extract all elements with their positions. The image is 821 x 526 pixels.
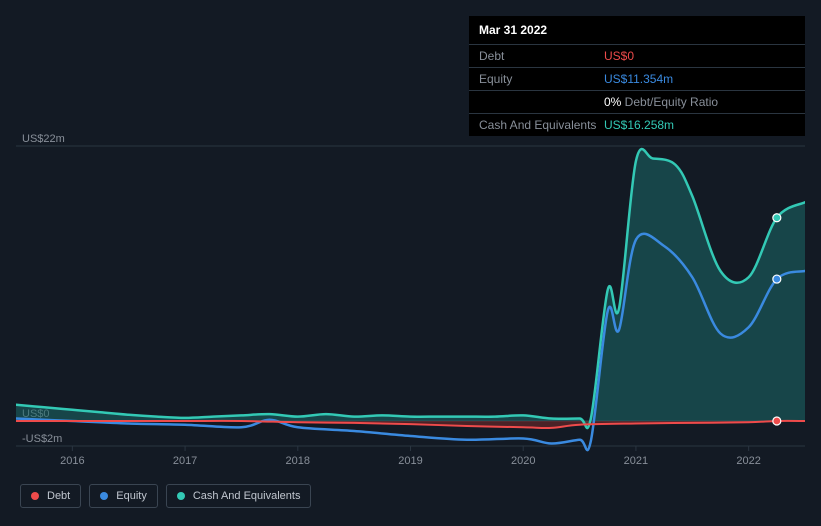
marker-dot [773, 275, 781, 283]
tooltip-row-label: Cash And Equivalents [479, 118, 604, 132]
legend-item[interactable]: Debt [20, 484, 81, 508]
tooltip-row-label: Equity [479, 72, 604, 86]
tooltip-row: EquityUS$11.354m [469, 67, 805, 90]
tooltip-row-label [479, 95, 604, 109]
legend-label: Cash And Equivalents [193, 490, 301, 502]
tooltip-row-label: Debt [479, 49, 604, 63]
tooltip-row: Cash And EquivalentsUS$16.258m [469, 113, 805, 136]
tooltip-row-value: US$11.354m [604, 72, 673, 86]
x-tick-label: 2020 [511, 455, 535, 467]
legend-swatch [177, 492, 185, 500]
y-tick-label: US$22m [22, 133, 65, 145]
legend-item[interactable]: Cash And Equivalents [166, 484, 312, 508]
chart-tooltip: Mar 31 2022 DebtUS$0EquityUS$11.354m0% D… [469, 16, 805, 136]
tooltip-row: DebtUS$0 [469, 44, 805, 67]
marker-dot [773, 417, 781, 425]
x-tick-label: 2021 [624, 455, 648, 467]
x-tick-label: 2017 [173, 455, 197, 467]
marker-dot [773, 214, 781, 222]
legend-swatch [31, 492, 39, 500]
chart-legend: Debt Equity Cash And Equivalents [20, 484, 311, 508]
debt-equity-chart[interactable]: US$22mUS$0-US$2m201620172018201920202021… [16, 120, 805, 470]
legend-label: Equity [116, 490, 147, 502]
tooltip-row: 0% Debt/Equity Ratio [469, 90, 805, 113]
legend-label: Debt [47, 490, 70, 502]
tooltip-row-value: 0% Debt/Equity Ratio [604, 95, 718, 109]
tooltip-row-value: US$16.258m [604, 118, 674, 132]
x-tick-label: 2019 [398, 455, 422, 467]
series-area [16, 149, 805, 428]
tooltip-row-value: US$0 [604, 49, 634, 63]
x-tick-label: 2022 [736, 455, 760, 467]
x-tick-label: 2018 [286, 455, 310, 467]
legend-swatch [100, 492, 108, 500]
y-tick-label: -US$2m [22, 433, 62, 445]
tooltip-date: Mar 31 2022 [469, 16, 805, 44]
x-tick-label: 2016 [60, 455, 84, 467]
legend-item[interactable]: Equity [89, 484, 158, 508]
